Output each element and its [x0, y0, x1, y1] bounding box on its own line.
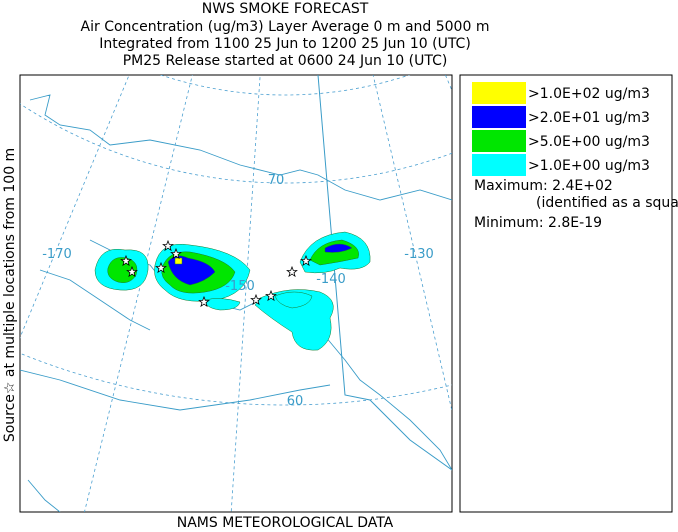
smoke-plume [274, 291, 313, 309]
minimum: Minimum: 2.8E-19 [474, 215, 602, 231]
subtitle: PM25 Release started at 0600 24 Jun 10 (… [123, 53, 448, 69]
smoke-plume [107, 257, 138, 283]
legend-label: >5.0E+00 ug/m3 [528, 134, 650, 150]
longitude-label: -170 [42, 247, 72, 262]
smoke [94, 231, 371, 351]
legend-swatch [472, 154, 526, 176]
longitude-label: -140 [316, 272, 346, 287]
subtitle: Air Concentration (ug/m3) Layer Average … [81, 19, 490, 35]
maximum: Maximum: 2.4E+02 [474, 178, 613, 194]
smoke-plume [324, 243, 353, 253]
smoke-plume [174, 257, 183, 265]
subtitle: Integrated from 1100 25 Jun to 1200 25 J… [99, 36, 471, 52]
footer: NAMS METEOROLOGICAL DATA [177, 515, 394, 531]
legend-label: >1.0E+00 ug/m3 [528, 158, 650, 174]
legend-label: >2.0E+01 ug/m3 [528, 110, 650, 126]
legend-swatch [472, 106, 526, 128]
longitude-label: -130 [404, 247, 434, 262]
longitude-label: -150 [225, 279, 255, 294]
source-label: Source☆ at multiple locations from 100 m [2, 148, 18, 442]
legend-label: >1.0E+02 ug/m3 [528, 86, 650, 102]
latitude-label: 60 [287, 394, 304, 409]
legend-swatch [472, 82, 526, 104]
smoke-plume [254, 289, 334, 351]
legend-swatch [472, 130, 526, 152]
title: NWS SMOKE FORECAST [202, 1, 369, 17]
smoke-plume [204, 298, 241, 311]
legend: >1.0E+02 ug/m3 >2.0E+01 ug/m3 >5.0E+00 ug/… [472, 82, 650, 176]
border [317, 75, 452, 471]
maximum-note: (identified as a square) [536, 195, 678, 211]
latitude-label: 70 [268, 173, 285, 188]
